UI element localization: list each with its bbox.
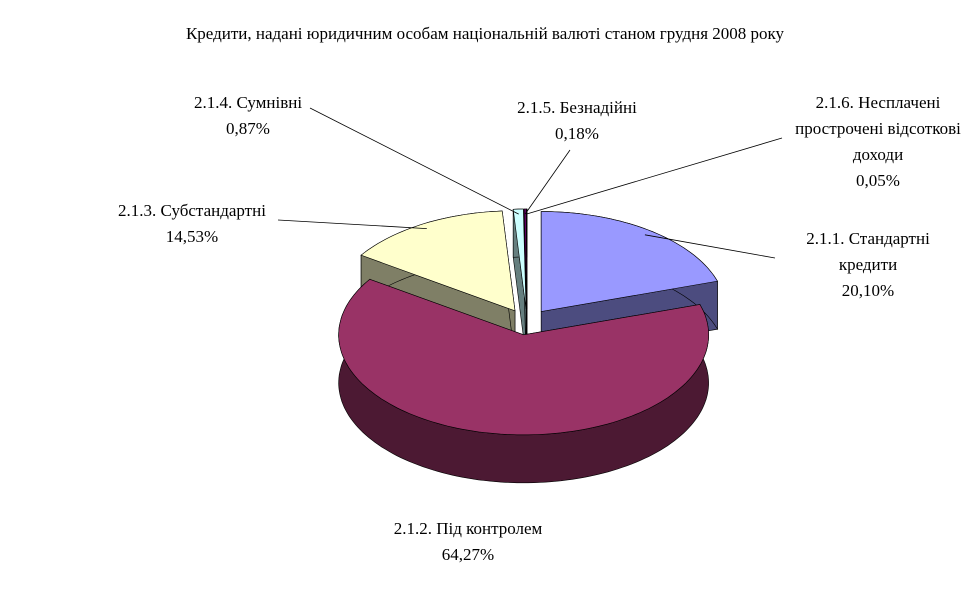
data-label: 2.1.4. Сумнівні 0,87% xyxy=(168,90,328,142)
leader-line xyxy=(524,149,571,215)
data-label: 2.1.5. Безнадійні 0,18% xyxy=(487,95,667,147)
data-label: 2.1.3. Субстандартні 14,53% xyxy=(92,198,292,250)
value-label: 0,05% xyxy=(856,171,900,190)
leader-line xyxy=(309,107,519,215)
leader-line xyxy=(277,219,427,229)
slice xyxy=(512,208,527,310)
slice xyxy=(540,211,718,312)
category-label: 2.1.4. Сумнівні xyxy=(193,93,303,112)
data-label: 2.1.6. Несплачені прострочені відсоткові… xyxy=(783,90,970,194)
category-label: 2.1.6. Несплачені прострочені відсоткові… xyxy=(795,93,961,164)
chart-title: Кредити, надані юридичним особам націона… xyxy=(185,24,785,43)
value-label: 0,18% xyxy=(555,124,599,143)
data-label: 2.1.2. Під контролем 64,27% xyxy=(358,516,578,568)
category-label: 2.1.5. Безнадійні xyxy=(517,98,637,117)
slice xyxy=(526,208,528,310)
slice xyxy=(338,278,709,436)
leader-line xyxy=(526,137,783,215)
data-label: 2.1.1. Стандартні кредити 20,10% xyxy=(793,226,943,304)
slice xyxy=(360,210,516,312)
value-label: 14,53% xyxy=(165,227,219,246)
category-label: 2.1.2. Під контролем xyxy=(393,519,543,538)
value-label: 0,87% xyxy=(226,119,270,138)
category-label: 2.1.3. Субстандартні xyxy=(118,201,266,220)
value-label: 20,10% xyxy=(841,281,895,300)
leader-line xyxy=(644,234,776,259)
category-label: 2.1.1. Стандартні кредити xyxy=(806,229,930,274)
value-label: 64,27% xyxy=(441,545,495,564)
